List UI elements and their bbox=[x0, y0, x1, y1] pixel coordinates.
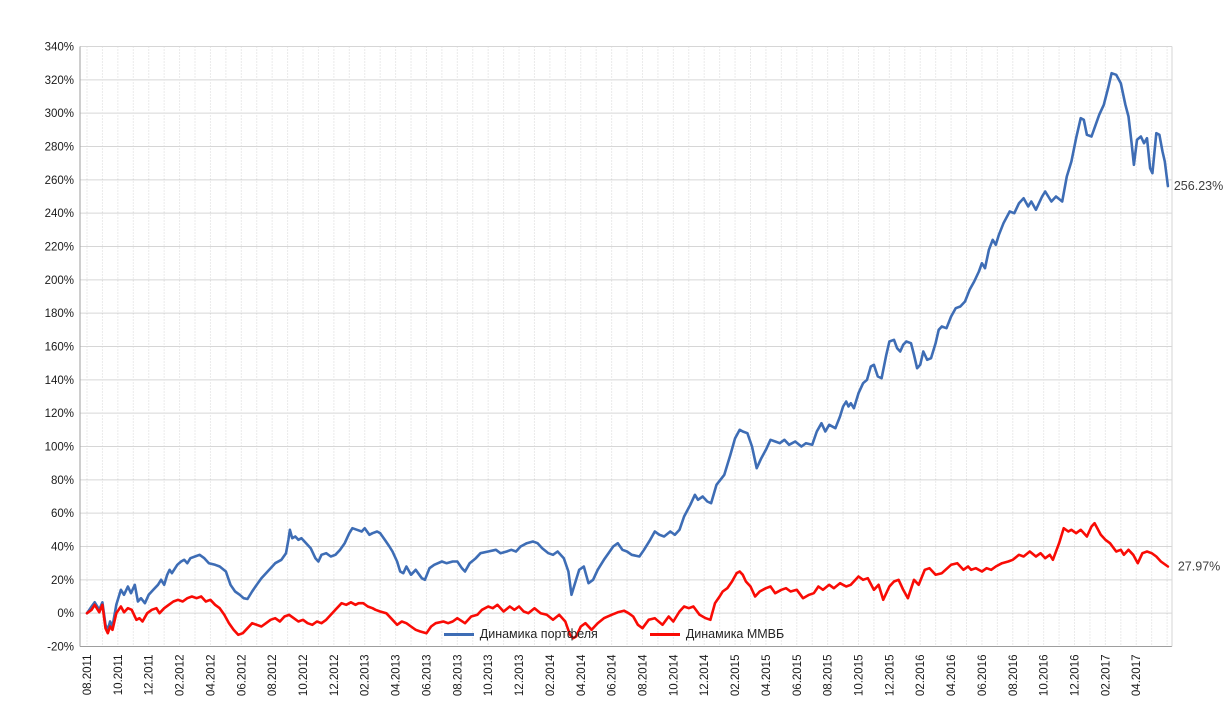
x-axis-tick-label: 08.2013 bbox=[452, 655, 464, 697]
x-axis-tick-label: 04.2017 bbox=[1131, 655, 1143, 697]
x-axis-tick-label: 10.2011 bbox=[113, 655, 125, 696]
x-axis-tick-label: 12.2011 bbox=[144, 655, 156, 696]
x-axis-tick-label: 08.2014 bbox=[637, 654, 649, 696]
x-axis-tick-label: 04.2015 bbox=[761, 655, 773, 697]
y-axis-tick-label: 100% bbox=[45, 442, 74, 454]
y-axis-tick-label: 280% bbox=[45, 142, 74, 154]
x-axis-tick-label: 02.2014 bbox=[545, 654, 557, 696]
x-axis-tick-label: 10.2012 bbox=[298, 655, 310, 697]
x-axis-tick-label: 02.2013 bbox=[360, 655, 372, 697]
y-axis-tick-label: 260% bbox=[45, 175, 74, 187]
y-axis-tick-label: 80% bbox=[51, 475, 74, 487]
x-axis-tick-label: 04.2016 bbox=[946, 655, 958, 697]
x-axis-tick-label: 06.2015 bbox=[792, 655, 804, 697]
x-axis-tick-label: 02.2017 bbox=[1100, 655, 1112, 697]
y-axis-tick-label: 40% bbox=[51, 542, 74, 554]
x-axis-tick-label: 10.2016 bbox=[1039, 655, 1051, 697]
micex-line-swatch-icon bbox=[649, 632, 680, 636]
y-axis-tick-label: 220% bbox=[45, 242, 74, 254]
y-axis-tick-label: 240% bbox=[45, 208, 74, 220]
x-axis-tick-label: 12.2015 bbox=[884, 655, 896, 697]
y-axis-tick-label: 120% bbox=[45, 408, 74, 420]
legend-label-portfolio: Динамика портфеля bbox=[479, 627, 598, 641]
x-axis-tick-label: 04.2013 bbox=[391, 655, 403, 697]
x-axis-tick-label: 08.2012 bbox=[267, 655, 279, 697]
y-axis-tick-label: 160% bbox=[45, 342, 74, 354]
y-axis-tick-label: 300% bbox=[45, 108, 74, 120]
x-axis-tick-label: 02.2015 bbox=[730, 655, 742, 697]
x-axis-tick-label: 12.2016 bbox=[1070, 655, 1082, 697]
x-axis-tick-label: 06.2016 bbox=[977, 654, 989, 696]
y-axis-tick-label: -20% bbox=[47, 642, 74, 654]
chart-legend: Динамика портфеля Динамика ММВБ bbox=[0, 627, 1228, 641]
x-axis-tick-label: 12.2013 bbox=[514, 655, 526, 697]
y-axis-tick-label: 0% bbox=[57, 608, 74, 620]
x-axis-tick-label: 12.2012 bbox=[329, 655, 341, 697]
x-axis-tick-label: 08.2016 bbox=[1008, 655, 1020, 697]
x-axis-tick-label: 12.2014 bbox=[699, 654, 711, 696]
x-axis-tick-label: 06.2014 bbox=[607, 654, 619, 696]
micex-series-line bbox=[85, 521, 1170, 640]
y-axis-tick-label: 60% bbox=[51, 508, 74, 520]
y-axis-tick-label: 340% bbox=[45, 42, 74, 54]
x-axis-tick-label: 08.2015 bbox=[823, 655, 835, 697]
y-axis-tick-label: 140% bbox=[45, 375, 74, 387]
portfolio-series-line bbox=[85, 71, 1170, 632]
x-axis-tick-label: 10.2014 bbox=[668, 654, 680, 696]
x-axis-tick-label: 06.2012 bbox=[236, 655, 248, 697]
y-axis-tick-label: 20% bbox=[51, 575, 74, 587]
y-axis-tick-label: 200% bbox=[45, 275, 74, 287]
x-axis-tick-label: 08.2011 bbox=[82, 655, 94, 696]
x-axis-tick-label: 04.2012 bbox=[205, 655, 217, 697]
legend-label-micex: Динамика ММВБ bbox=[685, 627, 785, 641]
legend-item-micex: Динамика ММВБ bbox=[649, 627, 785, 641]
micex-end-label: 27.97% bbox=[1178, 560, 1220, 574]
legend-item-portfolio: Динамика портфеля bbox=[443, 627, 598, 641]
x-axis-tick-label: 02.2012 bbox=[175, 655, 187, 697]
x-axis-tick-label: 10.2013 bbox=[483, 655, 495, 697]
y-axis-tick-label: 320% bbox=[45, 75, 74, 87]
x-axis-tick-label: 06.2013 bbox=[421, 655, 433, 697]
portfolio-line-swatch-icon bbox=[443, 632, 474, 636]
y-axis-tick-label: 180% bbox=[45, 308, 74, 320]
x-axis-tick-label: 04.2014 bbox=[576, 654, 588, 696]
x-axis-tick-label: 10.2015 bbox=[854, 655, 866, 697]
x-axis-tick-label: 02.2016 bbox=[915, 655, 927, 697]
portfolio-end-label: 256.23% bbox=[1174, 179, 1223, 193]
